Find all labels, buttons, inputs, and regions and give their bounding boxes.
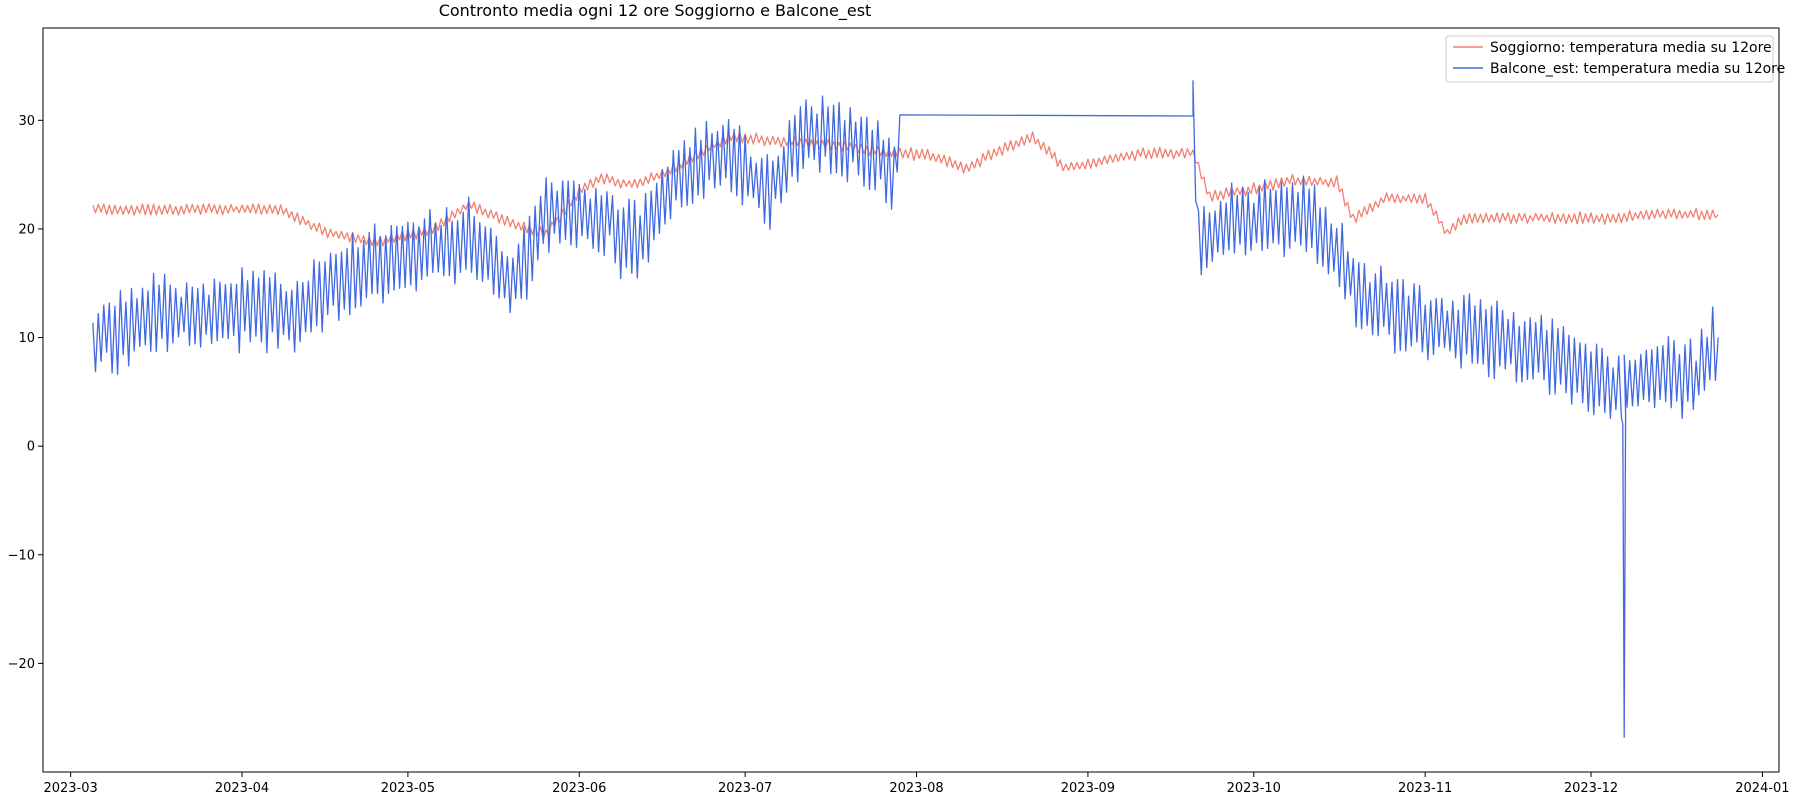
legend-label-soggiorno: Soggiorno: temperatura media su 12ore — [1490, 40, 1772, 56]
y-axis: −20 −10 0 10 20 30 — [8, 114, 43, 672]
x-tick-label: 2023-04 — [215, 781, 269, 796]
chart-title: Contronto media ogni 12 ore Soggiorno e … — [439, 1, 872, 21]
plot-lines — [92, 80, 1719, 738]
y-tick-label: 20 — [18, 222, 35, 237]
x-tick-label: 2023-05 — [381, 781, 435, 796]
x-tick-label: 2023-10 — [1227, 781, 1281, 796]
x-axis: 2023-03 2023-04 2023-05 2023-06 2023-07 2023-… — [43, 772, 1790, 796]
x-tick-label: 2023-12 — [1564, 781, 1618, 796]
y-tick-label: −20 — [8, 657, 35, 672]
legend-label-balcone-est: Balcone_est: temperatura media su 12ore — [1490, 61, 1785, 77]
x-tick-label: 2023-06 — [552, 781, 606, 796]
legend: Soggiorno: temperatura media su 12ore Ba… — [1445, 35, 1785, 83]
y-tick-label: 0 — [27, 440, 35, 455]
x-tick-label: 2023-07 — [718, 781, 772, 796]
x-tick-label: 2023-03 — [43, 781, 97, 796]
x-tick-label: 2023-08 — [889, 781, 943, 796]
x-tick-label: 2023-09 — [1061, 781, 1115, 796]
legend-frame — [1445, 35, 1774, 83]
y-tick-label: 10 — [18, 331, 35, 346]
plot-frame — [42, 27, 1780, 773]
balcone-est-line — [92, 80, 1719, 738]
soggiorno-line — [92, 131, 1719, 247]
x-tick-label: 2023-11 — [1398, 781, 1452, 796]
y-tick-label: 30 — [18, 114, 35, 129]
x-tick-label: 2024-01 — [1735, 781, 1789, 796]
y-tick-label: −10 — [8, 548, 35, 563]
